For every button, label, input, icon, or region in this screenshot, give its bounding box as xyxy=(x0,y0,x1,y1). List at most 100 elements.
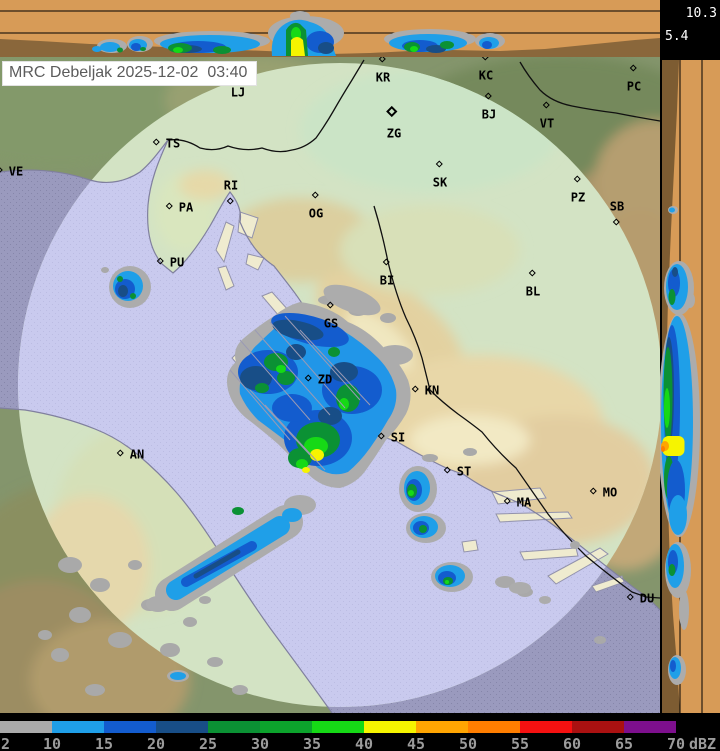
city-marker-icon xyxy=(589,486,597,495)
city-pz: PZ xyxy=(571,175,585,206)
top-cross-section-panel xyxy=(0,0,660,57)
city-label: MO xyxy=(602,485,618,500)
reflectivity-colorbar xyxy=(0,721,676,733)
city-marker-icon xyxy=(116,448,124,457)
city-mo: MO xyxy=(589,482,618,501)
city-bj: BJ xyxy=(482,92,496,123)
city-pc: PC xyxy=(626,64,642,95)
city-marker-icon xyxy=(377,431,385,440)
city-marker-icon xyxy=(326,301,335,309)
city-gs: GS xyxy=(323,301,339,332)
city-ts: TS xyxy=(152,133,181,152)
scale-tick-label: 35 xyxy=(302,735,322,751)
city-an: AN xyxy=(116,444,144,463)
radar-map-svg xyxy=(0,57,660,713)
city-label: DU xyxy=(639,591,655,606)
city-du: DU xyxy=(626,588,655,607)
city-marker-icon xyxy=(626,592,634,601)
city-label: BI xyxy=(379,273,395,288)
city-label: LJ xyxy=(230,85,246,100)
scale-unit-label: dBZ xyxy=(689,735,717,751)
city-bi: BI xyxy=(379,258,395,289)
city-marker-icon xyxy=(503,496,511,505)
top-strip-echoes xyxy=(92,11,505,56)
city-label: KR xyxy=(375,70,391,85)
city-marker-icon xyxy=(386,105,398,118)
city-ri: RI xyxy=(223,175,239,205)
city-marker-icon xyxy=(304,373,312,382)
right-cross-section-svg xyxy=(658,60,720,713)
city-label: TS xyxy=(165,136,181,151)
scale-tick-label: 25 xyxy=(198,735,218,751)
city-marker-icon xyxy=(152,137,160,146)
radar-map-panel: LJ KR KC PC ZG BJ VT VE TS RI PA SK PZ SB OG PU BI BL GS ZD… xyxy=(0,57,660,713)
city-marker-icon xyxy=(378,57,387,63)
scale-segment xyxy=(52,721,104,733)
city-si: SI xyxy=(377,427,406,446)
scale-tick-label: 60 xyxy=(562,735,582,751)
scale-segment xyxy=(156,721,208,733)
city-ve: VE xyxy=(0,161,24,180)
scale-tick-label: 40 xyxy=(354,735,374,751)
city-layer: LJ KR KC PC ZG BJ VT VE TS RI PA SK PZ SB OG PU BI BL GS ZD… xyxy=(0,57,660,713)
city-kn: KN xyxy=(411,380,439,399)
city-label: ZD xyxy=(317,372,333,387)
scale-segment xyxy=(104,721,156,733)
city-marker-icon xyxy=(411,384,419,393)
city-marker-icon xyxy=(311,191,320,199)
city-label: ZG xyxy=(386,126,402,141)
city-label: VE xyxy=(8,164,24,179)
city-marker-icon xyxy=(573,175,582,183)
scale-tick-label: 50 xyxy=(458,735,478,751)
city-zg: ZG xyxy=(386,105,402,142)
scale-tick-label: 55 xyxy=(510,735,530,751)
city-marker-icon xyxy=(528,269,537,277)
scale-segment xyxy=(0,721,52,733)
scale-segment xyxy=(468,721,520,733)
scale-segment xyxy=(312,721,364,733)
product-title: MRC Debeljak 2025-12-02 03:40 xyxy=(2,61,258,86)
city-kc: KC xyxy=(478,57,494,84)
scale-tick-label: 15 xyxy=(94,735,114,751)
scale-tick-label: 45 xyxy=(406,735,426,751)
scale-segment xyxy=(416,721,468,733)
city-sk: SK xyxy=(432,160,448,191)
city-lj: LJ xyxy=(230,70,246,101)
city-label: VT xyxy=(539,116,555,131)
city-marker-icon xyxy=(226,197,235,205)
scale-segment xyxy=(624,721,676,733)
city-label: GS xyxy=(323,316,339,331)
city-marker-icon xyxy=(481,57,490,61)
clutter-patches xyxy=(38,267,606,696)
city-st: ST xyxy=(443,461,472,480)
height-label-lower: 5.4 xyxy=(665,29,689,44)
city-marker-icon xyxy=(629,64,638,72)
right-strip-echoes xyxy=(658,206,700,685)
city-label: RI xyxy=(223,178,239,193)
scale-segment xyxy=(364,721,416,733)
top-cross-section-svg xyxy=(0,0,660,57)
city-label: KC xyxy=(478,68,494,83)
city-label: ST xyxy=(456,464,472,479)
scale-segment xyxy=(520,721,572,733)
city-marker-icon xyxy=(542,101,551,109)
city-marker-icon xyxy=(165,201,173,210)
city-pu: PU xyxy=(156,252,185,271)
scale-tick-label: 2 xyxy=(1,735,11,751)
city-marker-icon xyxy=(443,465,451,474)
city-marker-icon xyxy=(435,160,444,168)
city-label: BL xyxy=(525,284,541,299)
city-label: PC xyxy=(626,79,642,94)
city-marker-icon xyxy=(612,218,621,226)
reflectivity-scale-panel: 2 10 15 20 25 30 35 40 45 50 55 60 65 70 dBZ xyxy=(0,713,720,751)
scale-segment xyxy=(572,721,624,733)
city-label: SK xyxy=(432,175,448,190)
city-sb: SB xyxy=(609,196,625,226)
country-borders xyxy=(167,59,660,599)
city-label: PA xyxy=(178,200,194,215)
city-label: SB xyxy=(609,199,625,214)
city-label: PU xyxy=(169,255,185,270)
scale-tick-label: 30 xyxy=(250,735,270,751)
city-label: SI xyxy=(390,430,406,445)
city-marker-icon xyxy=(484,92,493,100)
